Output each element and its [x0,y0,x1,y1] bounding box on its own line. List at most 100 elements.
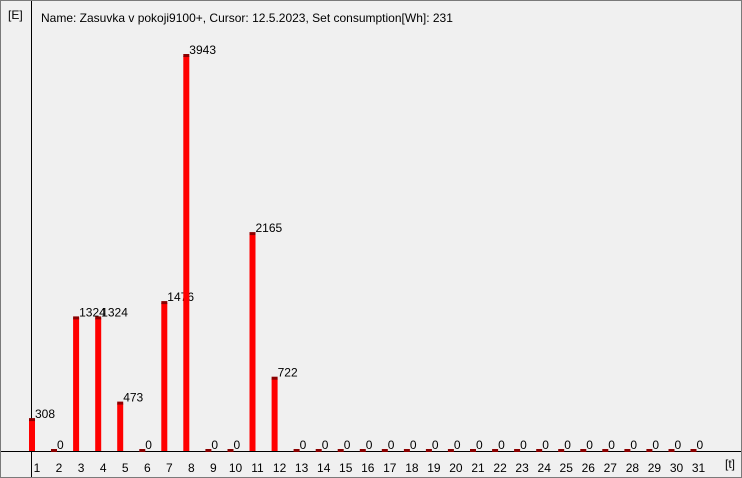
bar-cap-4 [95,316,102,320]
bar-cap-18 [403,449,410,452]
x-tick-label-8: 8 [188,461,195,475]
x-tick-label-22: 22 [493,461,507,475]
x-tick-label-6: 6 [144,461,151,475]
bar-cap-5 [117,401,124,405]
data-label-29: 0 [652,438,659,452]
bar-12 [271,378,278,451]
bar-cap-25 [558,449,565,452]
data-label-14: 0 [322,438,329,452]
bar-cap-10 [227,449,234,452]
x-tick-label-27: 27 [604,461,618,475]
x-tick-label-17: 17 [383,461,397,475]
header-text: Name: Zasuvka v pokoji9100+, Cursor: 12.… [41,11,453,25]
data-label-18: 0 [410,438,417,452]
bar-cap-6 [139,449,146,452]
data-label-10: 0 [234,438,241,452]
data-label-11: 2165 [256,221,283,235]
bar-cap-16 [359,449,366,452]
x-tick-label-4: 4 [100,461,107,475]
x-tick-label-26: 26 [582,461,596,475]
bar-group: 3081021324313244473506147673943809010216… [29,43,705,475]
x-tick-label-11: 11 [251,461,264,475]
x-tick-label-1: 1 [34,461,41,475]
bar-5 [117,403,124,451]
x-tick-label-18: 18 [405,461,419,475]
bar-cap-9 [205,449,212,452]
x-tick-label-5: 5 [122,461,129,475]
bar-cap-30 [668,449,675,452]
x-tick-label-21: 21 [471,461,485,475]
data-label-27: 0 [608,438,615,452]
data-label-26: 0 [586,438,593,452]
bar-cap-3 [73,316,80,320]
data-label-20: 0 [454,438,461,452]
data-label-23: 0 [520,438,527,452]
bar-cap-24 [536,449,543,452]
x-tick-label-15: 15 [339,461,353,475]
bar-cap-31 [690,449,697,452]
data-label-30: 0 [675,438,682,452]
bar-cap-27 [602,449,609,452]
x-tick-label-13: 13 [295,461,309,475]
x-tick-label-24: 24 [538,461,552,475]
data-label-24: 0 [542,438,549,452]
x-tick-label-16: 16 [361,461,375,475]
x-tick-label-20: 20 [449,461,463,475]
data-label-16: 0 [366,438,373,452]
x-tick-label-9: 9 [210,461,217,475]
data-label-17: 0 [388,438,395,452]
data-label-31: 0 [697,438,704,452]
data-label-21: 0 [476,438,483,452]
x-tick-label-7: 7 [166,461,173,475]
bar-cap-12 [271,376,278,380]
x-tick-label-14: 14 [317,461,331,475]
x-tick-label-30: 30 [670,461,684,475]
bar-cap-7 [161,301,168,305]
bar-cap-26 [580,449,587,452]
x-axis-label: [t] [725,457,735,471]
bar-11 [249,234,256,451]
x-tick-label-3: 3 [78,461,85,475]
data-label-12: 722 [278,366,298,380]
x-tick-label-19: 19 [427,461,441,475]
bar-cap-2 [51,449,57,452]
data-label-4: 1324 [101,305,128,319]
bar-cap-1 [29,418,35,422]
data-label-9: 0 [211,438,218,452]
data-label-5: 473 [123,391,143,405]
x-tick-label-29: 29 [648,461,662,475]
data-label-7: 1476 [167,290,194,304]
bar-cap-17 [381,449,388,452]
data-label-3: 1324 [79,305,106,319]
bar-cap-14 [315,449,322,452]
x-tick-label-2: 2 [56,461,63,475]
bar-3 [73,318,80,451]
bar-cap-19 [425,449,432,452]
data-label-1: 308 [35,407,55,421]
bar-cap-22 [492,449,499,452]
x-tick-label-12: 12 [273,461,287,475]
bar-1 [29,420,35,451]
bar-7 [161,303,168,451]
bar-cap-8 [183,54,190,57]
bar-cap-20 [447,449,454,452]
data-label-15: 0 [344,438,351,452]
x-tick-label-23: 23 [515,461,529,475]
data-label-28: 0 [630,438,637,452]
bar-8 [183,56,190,451]
bar-cap-28 [624,449,631,452]
x-tick-label-28: 28 [626,461,640,475]
data-label-2: 0 [57,438,64,452]
bar-cap-21 [470,449,476,452]
data-label-6: 0 [145,438,152,452]
x-tick-label-25: 25 [560,461,574,475]
bar-cap-13 [293,449,300,452]
data-label-25: 0 [564,438,571,452]
data-label-19: 0 [432,438,439,452]
bar-cap-29 [646,449,653,452]
data-label-22: 0 [498,438,505,452]
bar-4 [95,318,102,451]
data-label-8: 3943 [189,43,216,57]
